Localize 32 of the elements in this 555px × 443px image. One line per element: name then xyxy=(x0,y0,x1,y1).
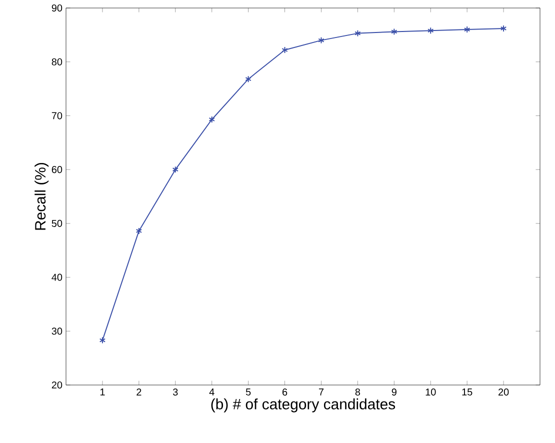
x-axis-title: (b) # of category candidates xyxy=(211,398,396,412)
y-tick-label: 50 xyxy=(52,220,62,227)
x-tick-label: 9 xyxy=(392,388,396,396)
point xyxy=(464,26,470,34)
point xyxy=(391,28,398,36)
point xyxy=(172,166,178,174)
point xyxy=(428,27,434,34)
point xyxy=(245,76,252,83)
y-tick-label: 80 xyxy=(52,58,62,66)
x-tick-label: 2 xyxy=(136,388,142,396)
point xyxy=(136,227,142,234)
y-tick-label: 90 xyxy=(52,4,62,12)
point xyxy=(208,116,215,123)
y-tick-label: 40 xyxy=(52,274,62,281)
x-tick-label: 20 xyxy=(498,388,509,396)
point xyxy=(354,30,361,37)
x-tick-label: 7 xyxy=(318,388,324,396)
x-tick-label: 6 xyxy=(282,388,288,396)
x-tick-label: 5 xyxy=(246,388,251,396)
x-tick-label: 10 xyxy=(426,388,436,396)
y-tick-label: 30 xyxy=(52,328,62,335)
y-tick-label: 20 xyxy=(52,381,62,389)
y-tick-label: 60 xyxy=(52,166,62,174)
point xyxy=(318,36,324,44)
x-tick-label: 3 xyxy=(172,388,178,396)
x-tick-label: 4 xyxy=(209,388,214,396)
x-tick-label: 15 xyxy=(462,388,472,396)
y-axis-title: Recall (%) xyxy=(34,162,49,230)
point xyxy=(282,46,288,54)
x-tick-label: 8 xyxy=(355,388,360,396)
x-tick-label: 1 xyxy=(100,388,105,396)
y-tick-label: 70 xyxy=(52,112,62,120)
